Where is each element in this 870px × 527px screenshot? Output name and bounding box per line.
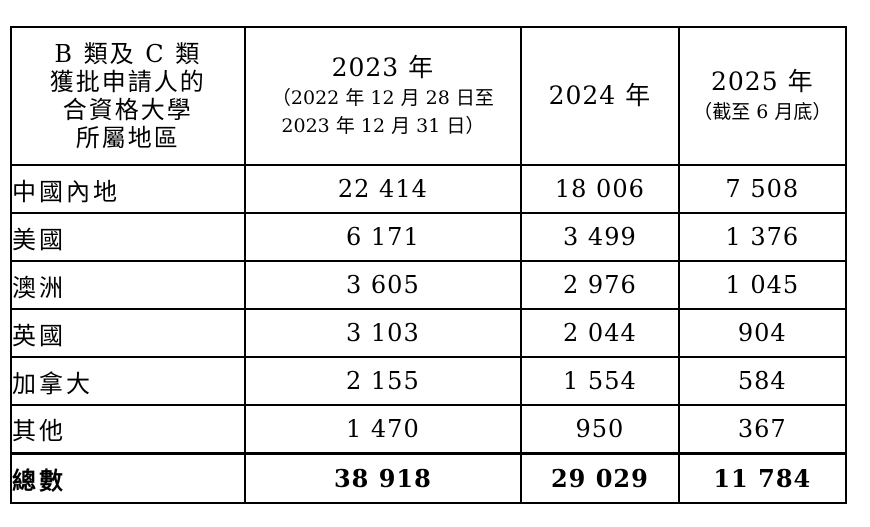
value-2023-cell: 3 605: [243, 260, 523, 310]
region-cell: 其他: [10, 404, 246, 454]
table-row: 英國 3 103 2 044 904: [10, 308, 848, 358]
header-2025-year: 2025 年: [711, 67, 814, 96]
region-cell: 加拿大: [10, 356, 246, 406]
header-2023: 2023 年 （2022 年 12 月 28 日至 2023 年 12 月 31…: [243, 26, 523, 166]
header-region-line: B 類及 C 類: [54, 40, 202, 68]
value-2023-cell: 2 155: [243, 356, 523, 406]
total-2023-cell: 38 918: [243, 451, 523, 504]
value-2024-cell: 1 554: [520, 356, 680, 406]
table-row: 加拿大 2 155 1 554 584: [10, 356, 848, 406]
value-2025-cell: 904: [677, 308, 848, 358]
region-cell: 中國內地: [10, 164, 246, 214]
total-2024-cell: 29 029: [520, 451, 680, 504]
value-2025-cell: 1 376: [677, 212, 848, 262]
value-2023-cell: 3 103: [243, 308, 523, 358]
value-2024-cell: 2 976: [520, 260, 680, 310]
value-2024-cell: 3 499: [520, 212, 680, 262]
value-2024-cell: 18 006: [520, 164, 680, 214]
table-row: 澳洲 3 605 2 976 1 045: [10, 260, 848, 310]
total-label: 總數: [10, 451, 246, 504]
value-2024-cell: 950: [520, 404, 680, 454]
value-2025-cell: 1 045: [677, 260, 848, 310]
total-row: 總數 38 918 29 029 11 784: [10, 451, 848, 504]
header-2024: 2024 年: [520, 26, 680, 166]
table-header-row: B 類及 C 類 獲批申請人的 合資格大學 所屬地區 2023 年 （2022 …: [10, 26, 848, 166]
value-2023-cell: 6 171: [243, 212, 523, 262]
table-row: 美國 6 171 3 499 1 376: [10, 212, 848, 262]
table-row: 中國內地 22 414 18 006 7 508: [10, 164, 848, 214]
header-2023-note: （2022 年 12 月 28 日至: [271, 87, 494, 109]
header-2025-note: （截至 6 月底）: [693, 101, 832, 123]
header-region: B 類及 C 類 獲批申請人的 合資格大學 所屬地區: [10, 26, 246, 166]
region-cell: 澳洲: [10, 260, 246, 310]
region-cell: 英國: [10, 308, 246, 358]
value-2025-cell: 584: [677, 356, 848, 406]
region-cell: 美國: [10, 212, 246, 262]
table-row: 其他 1 470 950 367: [10, 404, 848, 454]
value-2024-cell: 2 044: [520, 308, 680, 358]
total-2025-cell: 11 784: [677, 451, 848, 504]
header-region-line: 所屬地區: [75, 124, 180, 152]
header-2023-note: 2023 年 12 月 31 日）: [281, 115, 485, 137]
header-region-line: 合資格大學: [62, 96, 193, 124]
value-2025-cell: 367: [677, 404, 848, 454]
value-2023-cell: 22 414: [243, 164, 523, 214]
header-2025: 2025 年 （截至 6 月底）: [677, 26, 848, 166]
value-2023-cell: 1 470: [243, 404, 523, 454]
header-2023-year: 2023 年: [331, 53, 435, 82]
header-2024-year: 2024 年: [548, 81, 652, 110]
header-region-line: 獲批申請人的: [49, 68, 206, 96]
value-2025-cell: 7 508: [677, 164, 848, 214]
university-region-table: B 類及 C 類 獲批申請人的 合資格大學 所屬地區 2023 年 （2022 …: [10, 26, 848, 504]
